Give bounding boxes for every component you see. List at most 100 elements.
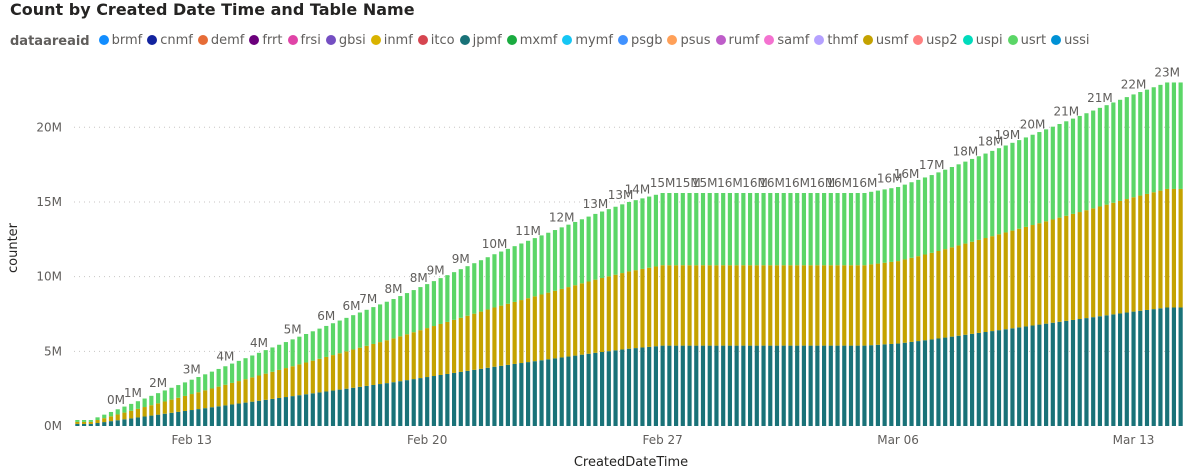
bar-segment-jpmf[interactable] [391,382,396,426]
bar-segment-usrt[interactable] [929,175,934,253]
bar-segment-jpmf[interactable] [949,336,954,426]
bar-segment-usmf[interactable] [1171,188,1176,308]
bar-segment-jpmf[interactable] [445,373,450,426]
bar-segment-usmf[interactable] [270,371,275,399]
bar-segment-usrt[interactable] [1138,92,1143,196]
bar-segment-usrt[interactable] [82,420,87,422]
bar-segment-usrt[interactable] [902,184,907,260]
bar-segment-usmf[interactable] [1044,221,1049,324]
bar-segment-jpmf[interactable] [1151,309,1156,426]
bar-segment-usmf[interactable] [674,265,679,346]
bar-segment-usrt[interactable] [855,193,860,266]
bar-segment-jpmf[interactable] [1124,312,1129,426]
bar-segment-usmf[interactable] [727,265,732,346]
bar-segment-jpmf[interactable] [330,390,336,426]
bar-segment-usrt[interactable] [586,216,591,282]
bar-segment-jpmf[interactable] [411,379,416,426]
bar-segment-usmf[interactable] [532,296,537,362]
bar-segment-usmf[interactable] [990,236,995,332]
bar-segment-usrt[interactable] [768,193,773,266]
bar-segment-usmf[interactable] [135,408,140,418]
bar-segment-usrt[interactable] [647,196,652,268]
bar-segment-usrt[interactable] [378,304,383,343]
bar-segment-usrt[interactable] [822,193,827,266]
bar-segment-usrt[interactable] [492,254,497,308]
bar-segment-jpmf[interactable] [1144,309,1150,426]
bar-segment-usmf[interactable] [882,262,887,345]
bar-segment-usrt[interactable] [1050,126,1055,220]
bar-segment-jpmf[interactable] [452,372,457,426]
bar-segment-usrt[interactable] [472,263,477,314]
bar-segment-usrt[interactable] [122,406,127,413]
bar-segment-usrt[interactable] [1165,82,1170,189]
bar-segment-usrt[interactable] [593,213,598,280]
bar-segment-usrt[interactable] [869,191,874,265]
bar-segment-jpmf[interactable] [1077,319,1082,426]
bar-segment-usmf[interactable] [1017,228,1022,328]
bar-segment-jpmf[interactable] [620,349,625,426]
bar-segment-jpmf[interactable] [996,330,1002,426]
bar-segment-usmf[interactable] [1165,188,1170,308]
bar-segment-usmf[interactable] [418,330,423,379]
bar-segment-usrt[interactable] [256,352,262,376]
bar-segment-usrt[interactable] [156,393,161,404]
bar-segment-usrt[interactable] [539,235,544,295]
bar-segment-usrt[interactable] [108,411,114,417]
bar-segment-usrt[interactable] [1017,140,1022,229]
bar-segment-jpmf[interactable] [579,354,584,426]
bar-segment-usrt[interactable] [142,398,147,408]
bar-segment-usmf[interactable] [996,234,1002,331]
bar-segment-jpmf[interactable] [290,396,295,426]
bar-segment-jpmf[interactable] [559,357,564,426]
bar-segment-usmf[interactable] [546,292,551,360]
bar-segment-usrt[interactable] [606,209,611,277]
bar-segment-jpmf[interactable] [236,403,241,426]
bar-segment-usrt[interactable] [445,275,450,322]
bar-segment-usmf[interactable] [182,395,188,411]
bar-segment-jpmf[interactable] [256,400,262,426]
bar-segment-usrt[interactable] [169,387,174,400]
bar-segment-usmf[interactable] [539,294,544,361]
bar-segment-usrt[interactable] [1044,129,1049,222]
bar-segment-usrt[interactable] [613,206,618,275]
bar-segment-usmf[interactable] [256,375,262,401]
bar-segment-usrt[interactable] [970,158,975,242]
bar-segment-usmf[interactable] [754,265,759,346]
bar-segment-jpmf[interactable] [546,359,551,426]
bar-segment-usmf[interactable] [95,420,100,424]
bar-segment-jpmf[interactable] [862,345,867,426]
bar-segment-usrt[interactable] [1111,102,1116,203]
bar-segment-usrt[interactable] [236,360,241,382]
legend-item-psgb[interactable]: psgb [617,33,662,48]
bar-segment-usmf[interactable] [822,265,827,346]
bar-segment-usrt[interactable] [707,193,712,266]
bar-segment-jpmf[interactable] [748,345,753,426]
bar-segment-jpmf[interactable] [162,413,167,426]
bar-segment-jpmf[interactable] [721,345,726,426]
bar-segment-usmf[interactable] [465,315,470,371]
bar-segment-usrt[interactable] [949,167,954,248]
bar-segment-usrt[interactable] [216,368,221,387]
bar-segment-jpmf[interactable] [761,345,766,426]
bar-segment-usmf[interactable] [828,265,833,346]
bar-segment-usmf[interactable] [875,263,880,345]
bar-segment-usmf[interactable] [526,298,531,363]
bar-segment-usrt[interactable] [1104,105,1109,205]
bar-segment-usrt[interactable] [115,409,120,415]
bar-segment-jpmf[interactable] [795,345,800,426]
bar-segment-usrt[interactable] [667,193,672,266]
bar-segment-jpmf[interactable] [1178,307,1183,426]
bar-segment-usmf[interactable] [559,288,564,358]
bar-segment-usmf[interactable] [162,401,167,414]
bar-segment-jpmf[interactable] [263,399,268,426]
bar-segment-usrt[interactable] [499,251,504,306]
bar-segment-jpmf[interactable] [357,386,362,426]
bar-segment-jpmf[interactable] [425,377,430,426]
bar-segment-jpmf[interactable] [465,370,470,426]
bar-segment-jpmf[interactable] [216,406,221,426]
bar-segment-usmf[interactable] [700,265,706,346]
bar-segment-usrt[interactable] [674,193,679,266]
bar-segment-usmf[interactable] [896,261,901,344]
bar-segment-jpmf[interactable] [95,423,100,426]
bar-segment-usmf[interactable] [236,381,241,404]
